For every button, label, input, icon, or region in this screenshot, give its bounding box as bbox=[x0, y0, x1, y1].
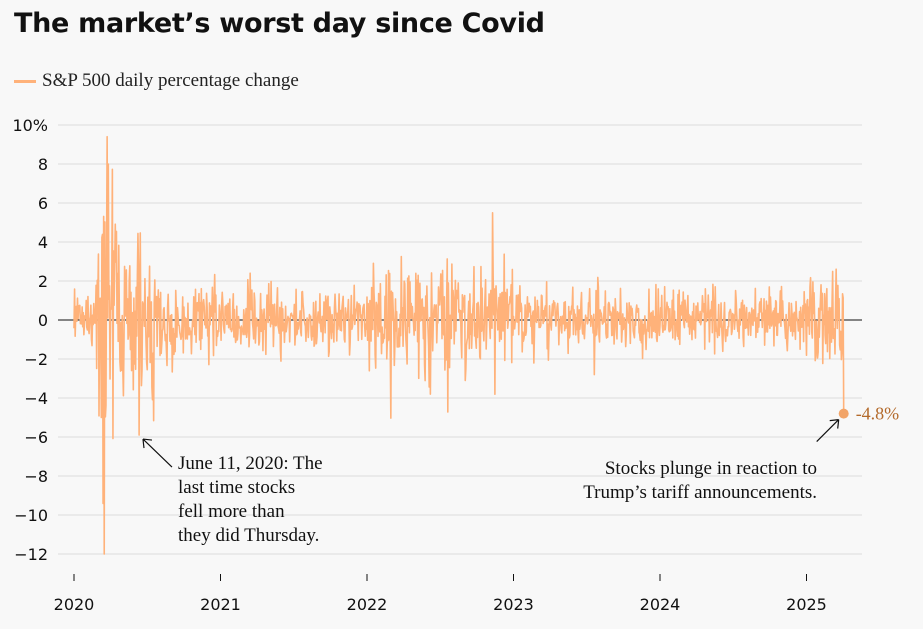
annotation-text: fell more than bbox=[178, 501, 285, 522]
annotation-text: Trump’s tariff announcements. bbox=[583, 482, 817, 503]
x-tick-label: 2023 bbox=[493, 595, 534, 614]
annotation-text: they did Thursday. bbox=[178, 525, 319, 546]
y-tick-label: −8 bbox=[24, 467, 48, 486]
y-tick-label: −4 bbox=[24, 389, 48, 408]
legend-label: S&P 500 daily percentage change bbox=[42, 70, 299, 91]
y-tick-label: 4 bbox=[38, 233, 48, 252]
x-tick-label: 2024 bbox=[640, 595, 681, 614]
y-tick-label: 6 bbox=[38, 194, 48, 213]
annotation-text: Stocks plunge in reaction to bbox=[605, 458, 817, 479]
series-layer bbox=[73, 135, 845, 555]
y-tick-label: −12 bbox=[14, 545, 48, 564]
annotation-text: last time stocks bbox=[178, 477, 295, 498]
x-tick-label: 2021 bbox=[200, 595, 241, 614]
y-tick-label: 10% bbox=[12, 116, 48, 135]
annotation-arrow bbox=[142, 438, 173, 468]
annotation-text: June 11, 2020: The bbox=[178, 453, 323, 474]
legend: S&P 500 daily percentage change bbox=[14, 70, 299, 92]
y-tick-label: −2 bbox=[24, 350, 48, 369]
end-point-label: -4.8% bbox=[856, 404, 900, 424]
legend-swatch bbox=[14, 79, 36, 83]
y-tick-label: 2 bbox=[38, 272, 48, 291]
y-tick-label: −10 bbox=[14, 506, 48, 525]
annotations: -4.8% June 11, 2020: The last time stocks f… bbox=[142, 404, 900, 546]
x-tick-label: 2022 bbox=[347, 595, 388, 614]
axes: −12 −10 −8 −6 −4 −2 0 2 4 6 8 10% 2020 2021 2022 2023 20… bbox=[12, 116, 826, 614]
y-tick-label: 0 bbox=[38, 311, 48, 330]
y-tick-label: −6 bbox=[24, 428, 48, 447]
end-point-marker bbox=[838, 408, 849, 419]
annotation-arrow bbox=[816, 419, 840, 443]
chart-title: The market’s worst day since Covid bbox=[14, 8, 545, 39]
series-line bbox=[73, 135, 845, 555]
x-tick-label: 2020 bbox=[54, 595, 95, 614]
y-tick-label: 8 bbox=[38, 155, 48, 174]
x-tick-label: 2025 bbox=[786, 595, 827, 614]
